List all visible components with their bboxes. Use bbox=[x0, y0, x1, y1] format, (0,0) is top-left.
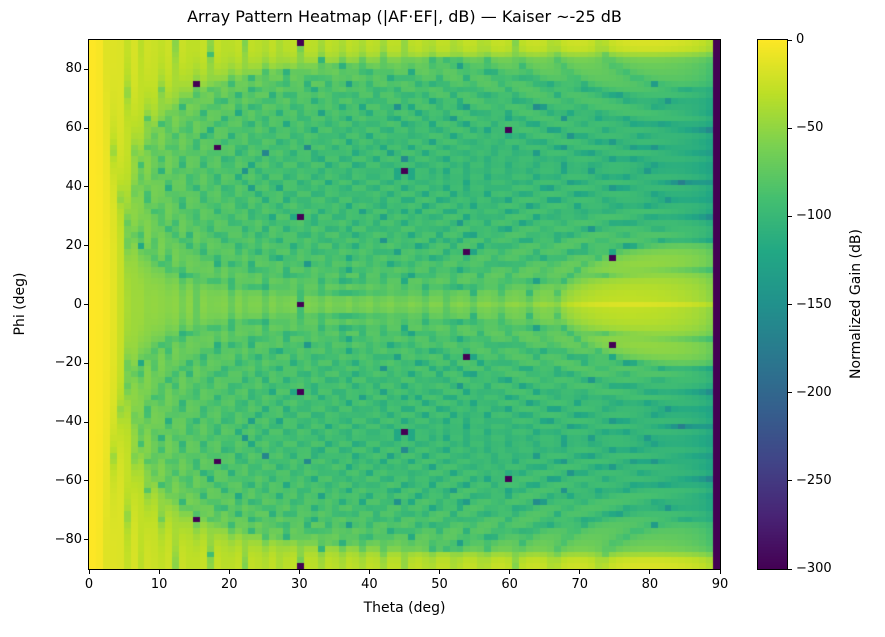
x-tick-mark bbox=[158, 570, 160, 574]
colorbar-tick-mark bbox=[788, 39, 792, 41]
colorbar-tick-label: −100 bbox=[796, 208, 832, 224]
colorbar-label: Normalized Gain (dB) bbox=[848, 229, 864, 379]
colorbar-tick-label: −200 bbox=[796, 384, 832, 400]
y-tick-mark bbox=[84, 362, 88, 364]
colorbar-tick-mark bbox=[788, 304, 792, 305]
y-tick-label: −80 bbox=[54, 531, 82, 547]
chart-title: Array Pattern Heatmap (|AF·EF|, dB) — Ka… bbox=[187, 7, 622, 26]
y-tick-mark bbox=[84, 127, 88, 129]
y-tick-label: −20 bbox=[54, 355, 82, 371]
colorbar-tick-mark bbox=[788, 392, 792, 394]
y-tick-label: 40 bbox=[65, 178, 82, 194]
x-tick-mark bbox=[298, 570, 300, 574]
x-tick-mark bbox=[719, 570, 721, 574]
x-tick-mark bbox=[579, 570, 581, 574]
x-tick-label: 90 bbox=[711, 577, 729, 592]
x-tick-label: 20 bbox=[220, 577, 238, 592]
x-tick-label: 50 bbox=[431, 577, 448, 592]
x-tick-mark bbox=[439, 570, 441, 574]
colorbar-tick-label: −250 bbox=[796, 472, 832, 488]
x-tick-label: 10 bbox=[150, 577, 168, 592]
colorbar-tick-mark bbox=[788, 215, 792, 217]
x-tick-label: 60 bbox=[501, 577, 518, 592]
x-axis-label: Theta (deg) bbox=[363, 600, 446, 616]
y-tick-label: −60 bbox=[54, 472, 82, 488]
y-tick-label: 20 bbox=[65, 237, 82, 253]
y-tick-label: 80 bbox=[65, 61, 82, 77]
y-tick-mark bbox=[84, 421, 88, 423]
x-tick-label: 30 bbox=[291, 577, 308, 592]
y-tick-mark bbox=[84, 245, 88, 247]
x-tick-label: 40 bbox=[361, 577, 378, 592]
colorbar-tick-mark bbox=[788, 480, 792, 482]
heatmap-canvas bbox=[89, 40, 720, 569]
x-tick-mark bbox=[228, 570, 230, 574]
colorbar-tick-mark bbox=[788, 127, 792, 129]
x-tick-mark bbox=[368, 570, 370, 574]
x-tick-label: 0 bbox=[84, 577, 94, 592]
x-tick-label: 70 bbox=[571, 577, 589, 592]
x-tick-mark bbox=[88, 570, 90, 574]
y-tick-mark bbox=[84, 480, 88, 482]
y-tick-label: 60 bbox=[65, 120, 82, 136]
colorbar-tick-label: −300 bbox=[796, 561, 832, 576]
x-tick-mark bbox=[509, 570, 511, 574]
y-tick-label: −40 bbox=[54, 414, 82, 430]
colorbar-tick-label: −50 bbox=[796, 120, 824, 136]
x-tick-label: 80 bbox=[641, 577, 659, 592]
x-tick-mark bbox=[649, 570, 651, 574]
y-tick-mark bbox=[84, 539, 88, 541]
colorbar-tick-label: −150 bbox=[796, 296, 832, 312]
colorbar-tick-label: 0 bbox=[796, 32, 805, 47]
y-tick-label: 0 bbox=[73, 296, 82, 312]
colorbar-tick-mark bbox=[788, 568, 792, 570]
y-axis-label: Phi (deg) bbox=[12, 272, 28, 336]
y-tick-mark bbox=[84, 304, 88, 305]
y-tick-mark bbox=[84, 186, 88, 188]
y-tick-mark bbox=[84, 68, 88, 70]
colorbar-canvas bbox=[758, 40, 787, 569]
